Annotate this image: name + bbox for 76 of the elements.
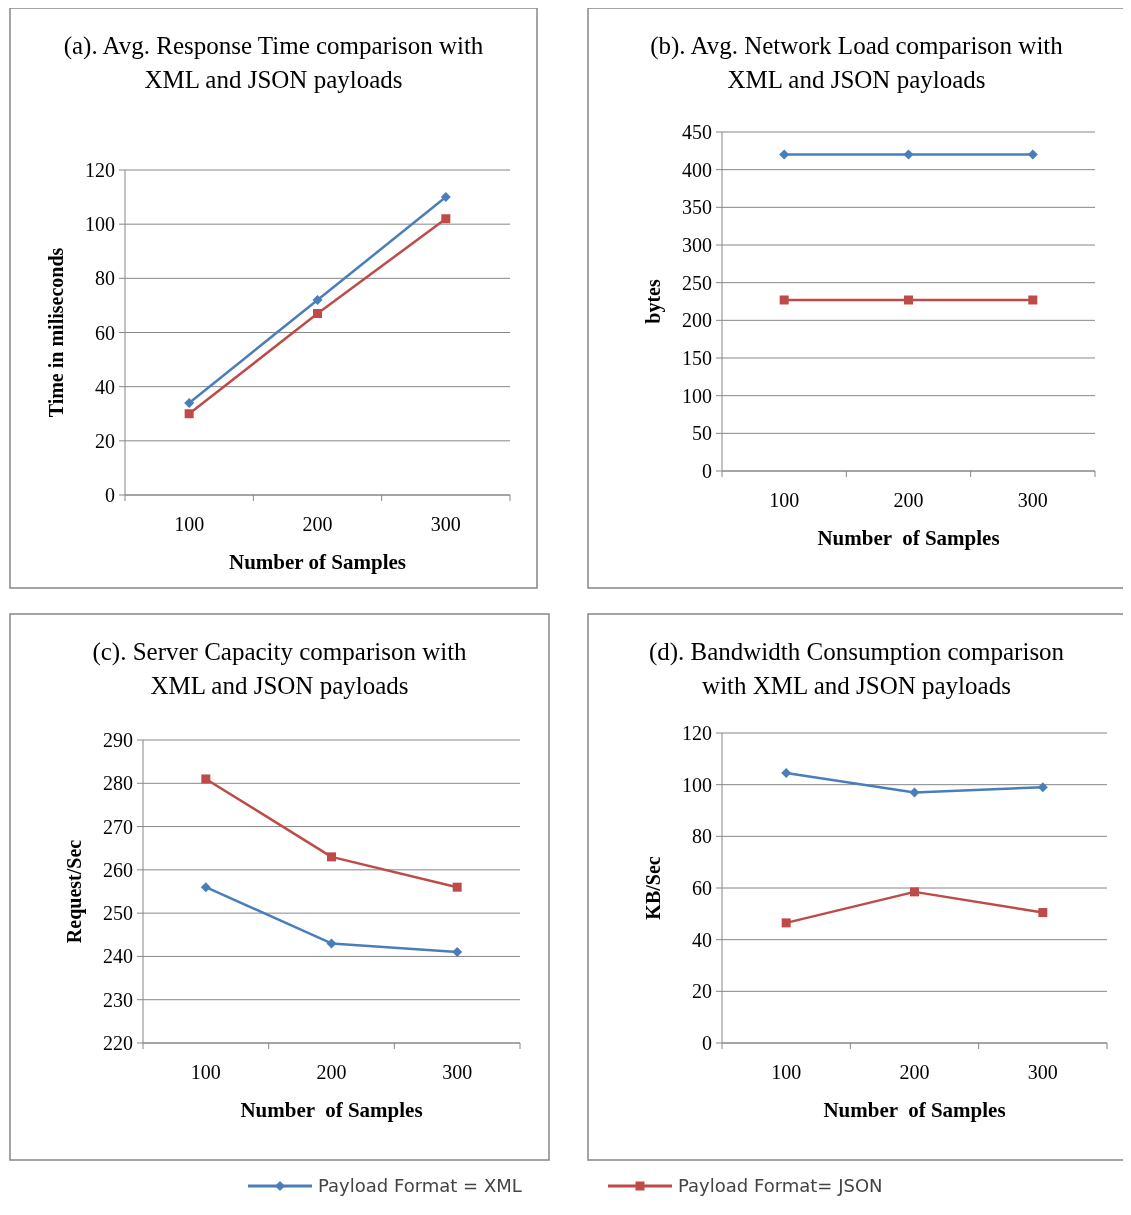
point: [184, 409, 194, 419]
y-tick-label: 250: [682, 271, 712, 294]
x-axis-title: Number of Samples: [240, 1098, 423, 1122]
point: [440, 192, 451, 203]
point: [327, 852, 336, 862]
y-tick-label: 80: [692, 825, 712, 848]
y-tick-label: 250: [103, 902, 133, 925]
point: [781, 918, 791, 928]
y-tick-label: 100: [682, 773, 712, 796]
y-tick-label: 0: [702, 460, 712, 482]
x-tick-label: 200: [316, 1061, 347, 1083]
y-tick-label: 150: [682, 347, 712, 369]
x-axis-title: Number of Samples: [823, 1098, 1006, 1122]
point: [200, 882, 211, 893]
y-tick-label: 200: [682, 309, 712, 332]
y-axis-title: Request/Sec: [63, 839, 86, 944]
y-tick-label: 120: [85, 159, 115, 181]
point: [313, 309, 322, 319]
x-tick-label: 100: [190, 1061, 221, 1083]
y-tick-label: 20: [95, 429, 115, 452]
y-tick-label: 0: [702, 1032, 712, 1054]
y-axis-title: KB/Sec: [642, 856, 664, 920]
y-tick-label: 280: [103, 772, 133, 795]
legend-label: Payload Format= JSON: [678, 1175, 883, 1197]
y-tick-label: 20: [692, 980, 712, 1003]
y-tick-label: 60: [95, 321, 115, 344]
y-tick-label: 120: [682, 722, 712, 744]
x-tick-label: 200: [893, 489, 924, 511]
y-tick-label: 80: [95, 267, 115, 290]
legend-label: Payload Format = XML: [318, 1175, 522, 1197]
y-tick-label: 300: [682, 234, 712, 256]
y-tick-label: 240: [103, 945, 133, 968]
point: [326, 938, 337, 949]
x-axis-title: Number of Samples: [817, 526, 1000, 550]
point: [184, 397, 195, 408]
y-tick-label: 0: [105, 484, 115, 506]
x-tick-label: 100: [174, 513, 205, 535]
y-tick-label: 100: [682, 384, 712, 407]
y-tick-label: 350: [682, 196, 712, 219]
chart-title: (c). Server Capacity comparison with XML and JSON payloads: [92, 638, 468, 699]
point: [1038, 908, 1048, 918]
y-axis-title: Time in miliseconds: [45, 247, 67, 418]
x-axis-title: Number of Samples: [229, 550, 406, 574]
y-tick-label: 40: [95, 375, 115, 398]
chart-title: (a). Avg. Response Time comparison with XML and JSON payloads: [63, 32, 484, 93]
x-tick-label: 300: [1027, 1061, 1058, 1083]
chart-title: (d). Bandwidth Consumption comparison with XML and JSON payloads: [648, 638, 1065, 699]
point: [201, 774, 211, 784]
point: [312, 295, 323, 305]
x-tick-label: 200: [302, 513, 333, 535]
x-tick-label: 300: [1017, 489, 1048, 511]
y-tick-label: 450: [682, 121, 712, 143]
y-tick-label: 40: [692, 928, 712, 951]
point: [909, 787, 920, 798]
y-axis-title: bytes: [642, 279, 665, 324]
y-tick-label: 50: [692, 422, 712, 445]
x-tick-label: 100: [771, 1061, 802, 1083]
y-tick-label: 60: [692, 877, 712, 899]
point: [452, 947, 463, 958]
x-tick-label: 300: [442, 1061, 473, 1083]
y-tick-label: 230: [103, 988, 133, 1011]
point: [910, 887, 919, 897]
y-tick-label: 220: [103, 1032, 133, 1054]
chart-title: (b). Avg. Network Load comparison with XML and JSON payloads: [650, 32, 1064, 93]
point: [441, 214, 451, 224]
x-tick-label: 100: [769, 489, 800, 511]
y-tick-label: 270: [103, 815, 133, 838]
y-tick-label: 100: [85, 213, 115, 236]
x-tick-label: 300: [430, 513, 461, 535]
point: [452, 882, 462, 892]
point: [781, 768, 792, 779]
y-tick-label: 290: [103, 729, 133, 751]
point: [1037, 782, 1048, 793]
y-tick-label: 400: [682, 158, 712, 181]
y-tick-label: 260: [103, 858, 133, 881]
x-tick-label: 200: [899, 1061, 930, 1083]
